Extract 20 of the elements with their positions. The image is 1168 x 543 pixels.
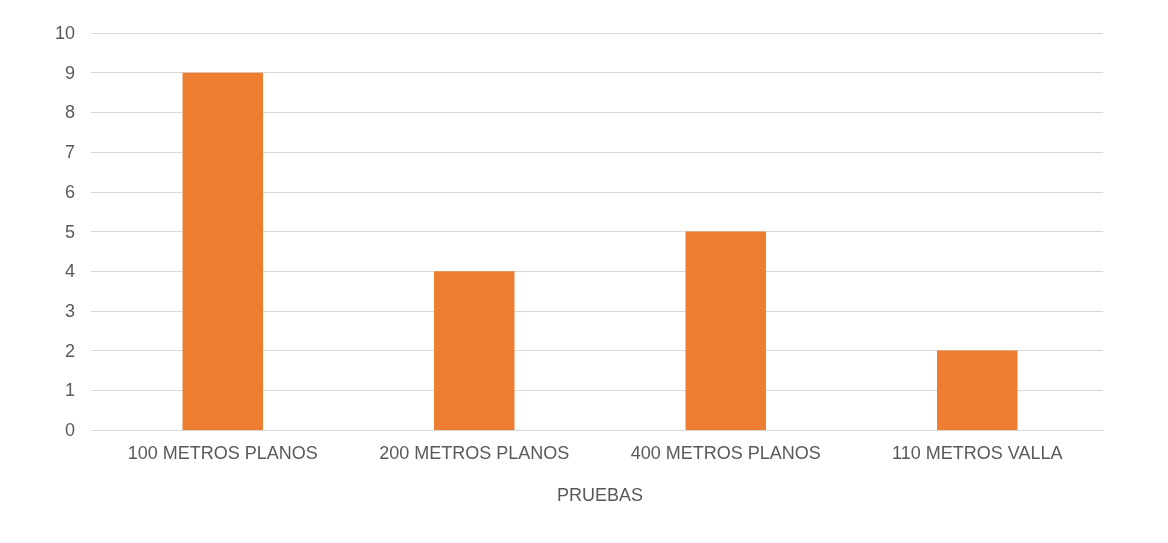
y-tick-label: 4 [64, 261, 75, 282]
bar [685, 231, 766, 430]
x-tick-label: 110 METROS VALLA [892, 443, 1063, 463]
bar [182, 72, 263, 430]
y-tick-label: 5 [64, 221, 75, 242]
bar [937, 350, 1018, 430]
y-tick-label: 8 [64, 102, 75, 123]
x-tick-label: 400 METROS PLANOS [630, 443, 821, 463]
y-tick-label: 10 [54, 23, 75, 43]
y-tick-label: 7 [64, 142, 75, 163]
bar [434, 271, 515, 430]
y-tick-label: 2 [64, 340, 75, 361]
x-tick-label: 100 METROS PLANOS [127, 443, 318, 463]
y-tick-label: 3 [64, 300, 75, 321]
y-tick-label: 1 [64, 380, 75, 401]
y-tick-label: 6 [64, 181, 75, 202]
x-tick-label: 200 METROS PLANOS [379, 443, 570, 463]
x-axis-title: PRUEBAS [556, 485, 644, 505]
y-tick-label: 9 [64, 62, 75, 83]
y-tick-label: 0 [64, 420, 75, 440]
